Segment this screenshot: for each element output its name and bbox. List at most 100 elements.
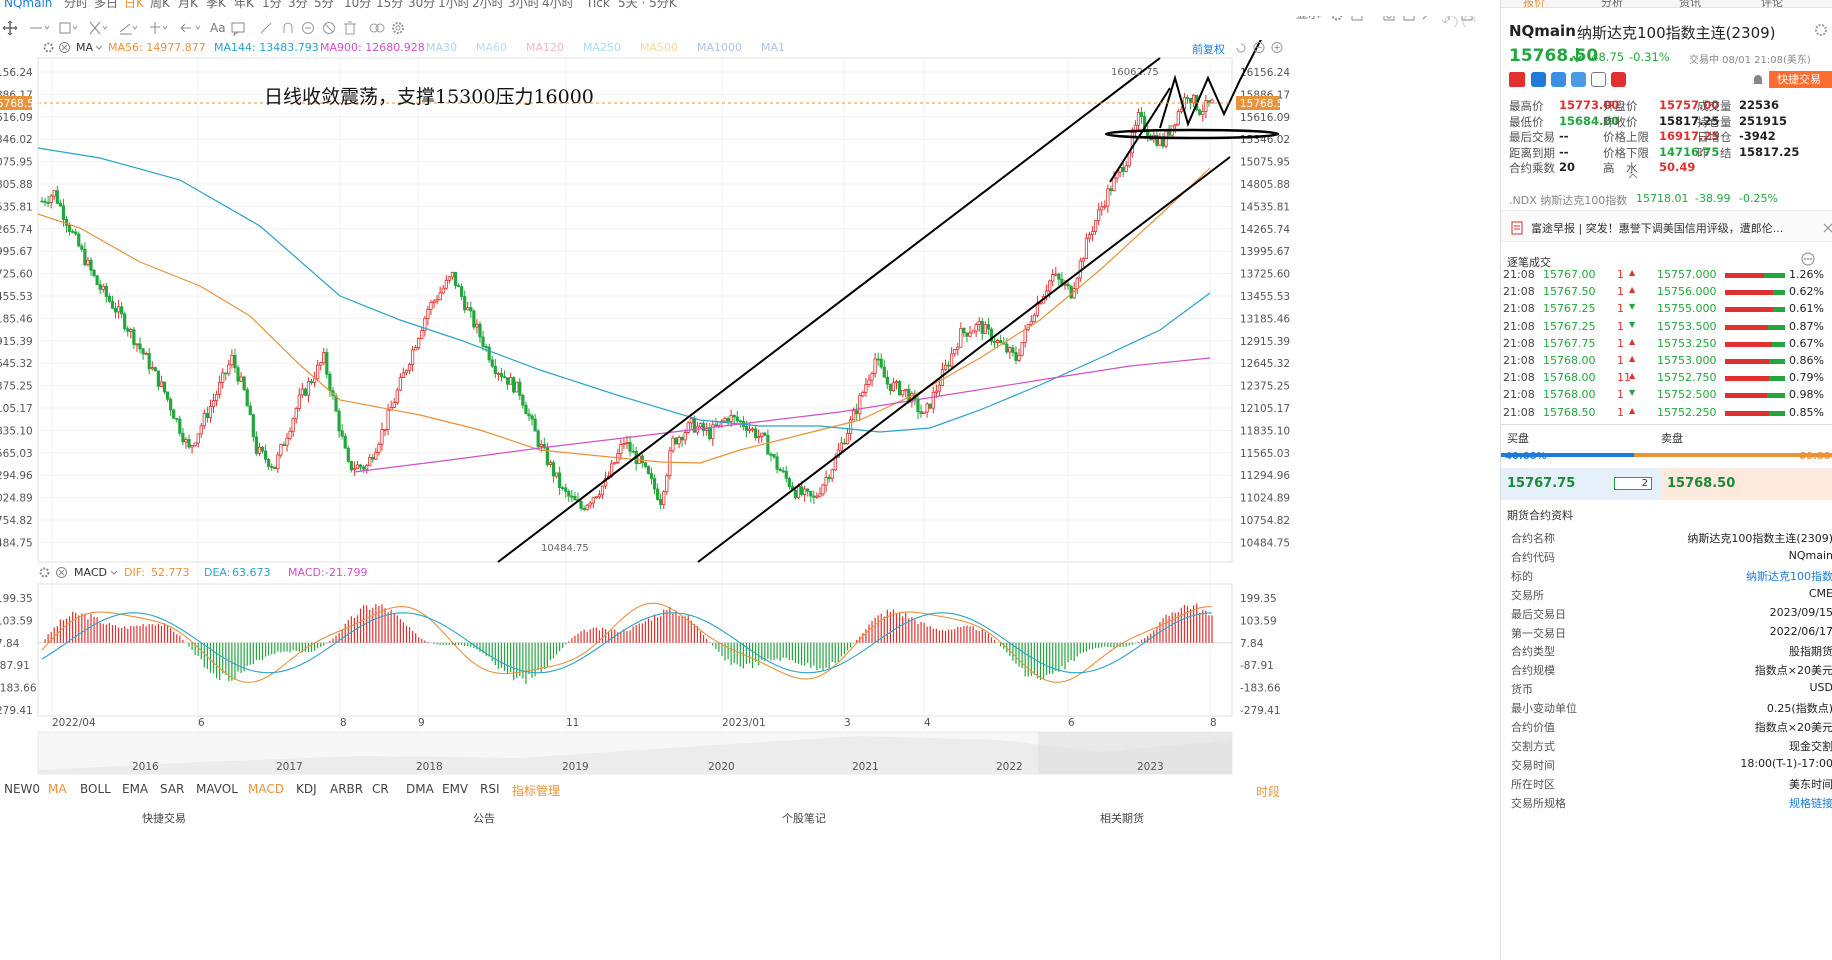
text-tool-label[interactable]: Aa [210,21,226,35]
period-tab[interactable]: NQmain [4,0,53,10]
gear-icon[interactable] [1813,22,1829,38]
mountain-icon[interactable] [1551,72,1566,87]
close-icon[interactable] [55,566,68,579]
period-tab[interactable]: 1分 [262,0,282,10]
kline-chart[interactable]: 16156.24156.2415886.17886.1715616.09616.… [0,40,1500,960]
adjust-restore-button[interactable]: 前复权 [1192,43,1225,56]
display-menu[interactable]: 显示 [1296,16,1320,22]
lightning-icon[interactable] [1531,72,1546,87]
close-icon[interactable] [1823,221,1832,235]
candle-body [799,486,804,495]
reset-icon[interactable] [1234,41,1248,54]
footer-notes[interactable]: 个股笔记 [782,812,826,825]
indicator-tab[interactable]: EMA [122,782,149,796]
indicator-tab[interactable]: MAVOL [196,782,238,796]
bid-box[interactable]: 15767.75 2 [1501,468,1661,500]
indicator-tab[interactable]: CR [372,782,389,796]
gear-icon[interactable] [1330,16,1344,22]
comment-tool-icon[interactable] [230,20,246,36]
period-tab[interactable]: 1小时 [438,0,470,10]
tab-analysis[interactable]: 分析 [1601,0,1623,9]
quick-trade-button[interactable]: 快捷交易 [1769,71,1832,88]
bell-icon[interactable] [1751,72,1765,87]
indicator-manage-button[interactable]: 指标管理 [512,784,561,798]
document-icon[interactable] [1591,72,1606,87]
us-flag-icon[interactable] [1509,72,1525,87]
footer-related[interactable]: 相关期货 [1100,812,1144,825]
fib-tool-icon[interactable] [88,20,110,36]
contract-value[interactable]: 规格链接 [1789,796,1832,810]
chevron-up-icon[interactable] [1627,172,1639,180]
gear-icon[interactable] [42,41,55,54]
period-tab[interactable]: 5分 [314,0,334,10]
settings-icon[interactable] [390,20,406,36]
indicator-tab[interactable]: DMA [406,782,434,796]
footer-notice[interactable]: 公告 [473,812,495,825]
indicator-tab[interactable]: SAR [160,782,185,796]
indicator-tab[interactable]: ARBR [330,782,364,796]
period-tab[interactable]: 10分 [344,0,372,10]
period-tab[interactable]: 年K [234,0,254,10]
close-icon[interactable] [58,41,71,54]
ask-box[interactable]: 15768.50 [1661,468,1832,500]
gear-icon[interactable] [38,566,51,579]
pen-icon[interactable] [1420,16,1434,22]
indicator-tab[interactable]: NEW0 [4,782,41,796]
image-icon[interactable] [1402,16,1416,22]
period-tab[interactable]: 30分 [408,0,436,10]
channel-tool-icon[interactable] [118,20,140,36]
compare-icon[interactable] [368,20,386,36]
crosshair-icon[interactable] [2,20,18,36]
indicator-tab[interactable]: RSI [480,782,500,796]
tab-news[interactable]: 资讯 [1679,0,1701,9]
arrow-up-icon[interactable] [1442,16,1456,22]
heart-icon[interactable] [1611,72,1626,87]
camera-icon[interactable] [1382,16,1396,22]
period-tab[interactable]: 3小时 [508,0,540,10]
period-tab[interactable]: 月K [178,0,198,10]
period-tab[interactable]: 周K [150,0,170,10]
indicator-tab[interactable]: KDJ [296,782,317,796]
candle-body [334,395,338,412]
hide-draw-icon[interactable] [321,20,337,36]
indicator-tab[interactable]: MA [48,782,67,796]
chevron-down-icon[interactable] [109,568,119,578]
tag-icon[interactable] [1571,72,1586,87]
period-tab[interactable]: 5天 · 5分K [618,0,677,10]
footer-quick-trade[interactable]: 快捷交易 [142,812,186,825]
index-line[interactable]: .NDX 纳斯达克100指数 15718.01 -38.99 -0.25% [1509,192,1778,207]
layout-icon[interactable] [1350,16,1364,22]
rect-tool-icon[interactable] [58,20,80,36]
tab-quote[interactable]: 报价 [1523,0,1545,9]
period-tab[interactable]: 多日 [94,0,119,10]
zoom-in-icon[interactable] [1270,41,1284,54]
fullscreen-icon[interactable] [1460,16,1474,22]
zoom-out-icon[interactable] [1252,41,1266,54]
measure-tool-icon[interactable] [148,20,170,36]
indicator-tab[interactable]: MACD [248,782,284,796]
redo-icon[interactable] [1462,16,1480,32]
undo-icon[interactable] [1440,16,1458,32]
period-tab[interactable]: 15分 [376,0,404,10]
session-button[interactable]: 时段 [1256,785,1281,799]
lock-draw-icon[interactable] [300,20,316,36]
more-icon[interactable] [1801,252,1815,266]
period-tab[interactable]: 2小时 [472,0,504,10]
period-tab[interactable]: 3分 [288,0,308,10]
news-ticker[interactable]: 富途早报 | 突发！惠誉下调美国信用评级，遭郎伦... [1501,210,1832,242]
period-tab[interactable]: 分时 [64,0,89,10]
arrow-tool-icon[interactable] [178,20,206,36]
chevron-down-icon[interactable] [94,43,104,53]
period-tab[interactable]: 4小时 [542,0,574,10]
line-tool-icon[interactable] [28,20,50,36]
period-tab[interactable]: Tick [586,0,610,10]
contract-value[interactable]: 纳斯达克100指数 [1746,569,1832,583]
period-tab[interactable]: 日K [124,0,144,10]
indicator-tab[interactable]: EMV [442,782,469,796]
trash-icon[interactable] [342,20,358,36]
indicator-tab[interactable]: BOLL [80,782,111,796]
period-tab[interactable]: 季K [206,0,226,10]
pencil-icon[interactable] [258,20,274,36]
magnet-icon[interactable] [280,20,296,36]
tab-comments[interactable]: 评论 [1761,0,1783,9]
